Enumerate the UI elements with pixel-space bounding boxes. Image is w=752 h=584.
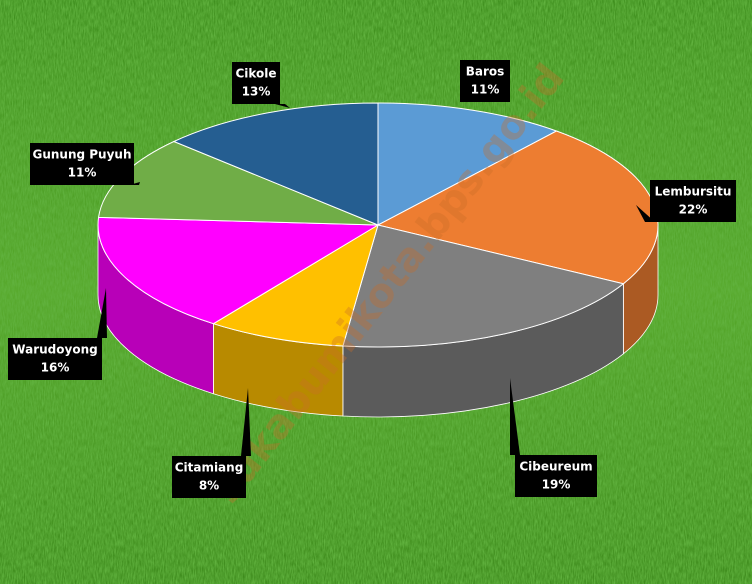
- label-box: [172, 456, 246, 498]
- label-name: Cibeureum: [519, 460, 592, 474]
- label-box: [232, 62, 280, 104]
- label-box: [30, 143, 134, 185]
- label-value: 8%: [199, 479, 219, 493]
- slice: [212, 223, 379, 347]
- leader-line: [97, 288, 107, 338]
- label-value: 19%: [542, 478, 571, 492]
- label-name: Lembursitu: [655, 185, 732, 199]
- label-value: 11%: [471, 83, 500, 97]
- labels: Baros 11% Lembursitu 22% Cibeureum 19% Citamia…: [8, 60, 736, 498]
- slice: [342, 224, 625, 348]
- leader-line: [510, 378, 520, 455]
- label-box: [460, 60, 510, 102]
- label-value: 22%: [679, 203, 708, 217]
- label-name: Citamiang: [175, 461, 244, 475]
- label-name: Cikole: [235, 67, 276, 81]
- label-value: 13%: [242, 85, 271, 99]
- label-value: 11%: [68, 166, 97, 180]
- label-name: Warudoyong: [12, 343, 97, 357]
- label-box: [650, 180, 736, 222]
- leader-line: [275, 104, 290, 108]
- label-name: Baros: [466, 65, 505, 79]
- slice: [172, 102, 379, 226]
- label-name: Gunung Puyuh: [32, 148, 131, 162]
- label-box: [515, 455, 597, 497]
- slice: [97, 216, 380, 325]
- pie: [97, 102, 659, 418]
- leader-line: [241, 388, 251, 456]
- label-value: 16%: [41, 361, 70, 375]
- label-box: [8, 338, 102, 380]
- slice: [377, 102, 558, 226]
